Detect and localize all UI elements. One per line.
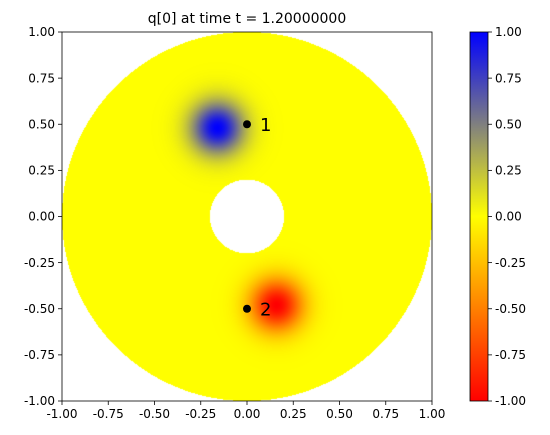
colorbar-tick-label: 0.00 — [495, 210, 522, 224]
y-tick-label: -0.25 — [24, 256, 55, 270]
y-tick-label: 0.00 — [28, 210, 55, 224]
chart-title: q[0] at time t = 1.20000000 — [148, 11, 347, 27]
x-tick-label: -0.50 — [139, 407, 170, 421]
x-tick-label: -0.75 — [93, 407, 124, 421]
colorbar-gradient — [470, 32, 488, 401]
y-tick-label: -0.50 — [24, 302, 55, 316]
marker-point-1 — [243, 120, 251, 129]
x-tick-label: 0.25 — [280, 407, 307, 421]
heatmap-field — [62, 32, 432, 401]
marker-point-2 — [243, 304, 251, 313]
colorbar-tick-label: 1.00 — [495, 25, 522, 39]
x-tick-label: -1.00 — [46, 407, 77, 421]
y-tick-label: 1.00 — [28, 25, 55, 39]
x-tick-label: 0.00 — [234, 407, 261, 421]
y-tick-label: -0.75 — [24, 348, 55, 362]
y-tick-label: -1.00 — [24, 394, 55, 408]
x-tick-label: 0.50 — [326, 407, 353, 421]
colorbar-tick-label: 0.50 — [495, 117, 522, 131]
y-tick-label: 0.75 — [28, 71, 55, 85]
x-tick-label: 0.75 — [372, 407, 399, 421]
colorbar-tick-label: 0.25 — [495, 164, 522, 178]
colorbar: 1.00 0.75 0.50 0.25 0.00 -0.25 -0.50 -0.75 -1.00 — [469, 25, 526, 408]
plot-area: 12 — [61, 31, 433, 402]
y-tick-label: 0.25 — [28, 164, 55, 178]
marker-label-2: 2 — [260, 299, 271, 320]
colorbar-tick-label: -0.75 — [495, 348, 526, 362]
y-axis: 1.00 0.75 0.50 0.25 0.00 -0.25 -0.50 -0.75 -1.00 — [24, 25, 62, 408]
colorbar-tick-label: 0.75 — [495, 71, 522, 85]
colorbar-tick-label: -0.50 — [495, 302, 526, 316]
x-tick-label: -0.25 — [185, 407, 216, 421]
x-axis: -1.00 -0.75 -0.50 -0.25 0.00 0.25 0.50 0.75 1.00 — [46, 401, 445, 421]
colorbar-tick-label: -0.25 — [495, 256, 526, 270]
colorbar-tick-label: -1.00 — [495, 394, 526, 408]
x-tick-label: 1.00 — [419, 407, 446, 421]
y-tick-label: 0.50 — [28, 117, 55, 131]
marker-label-1: 1 — [260, 115, 271, 136]
